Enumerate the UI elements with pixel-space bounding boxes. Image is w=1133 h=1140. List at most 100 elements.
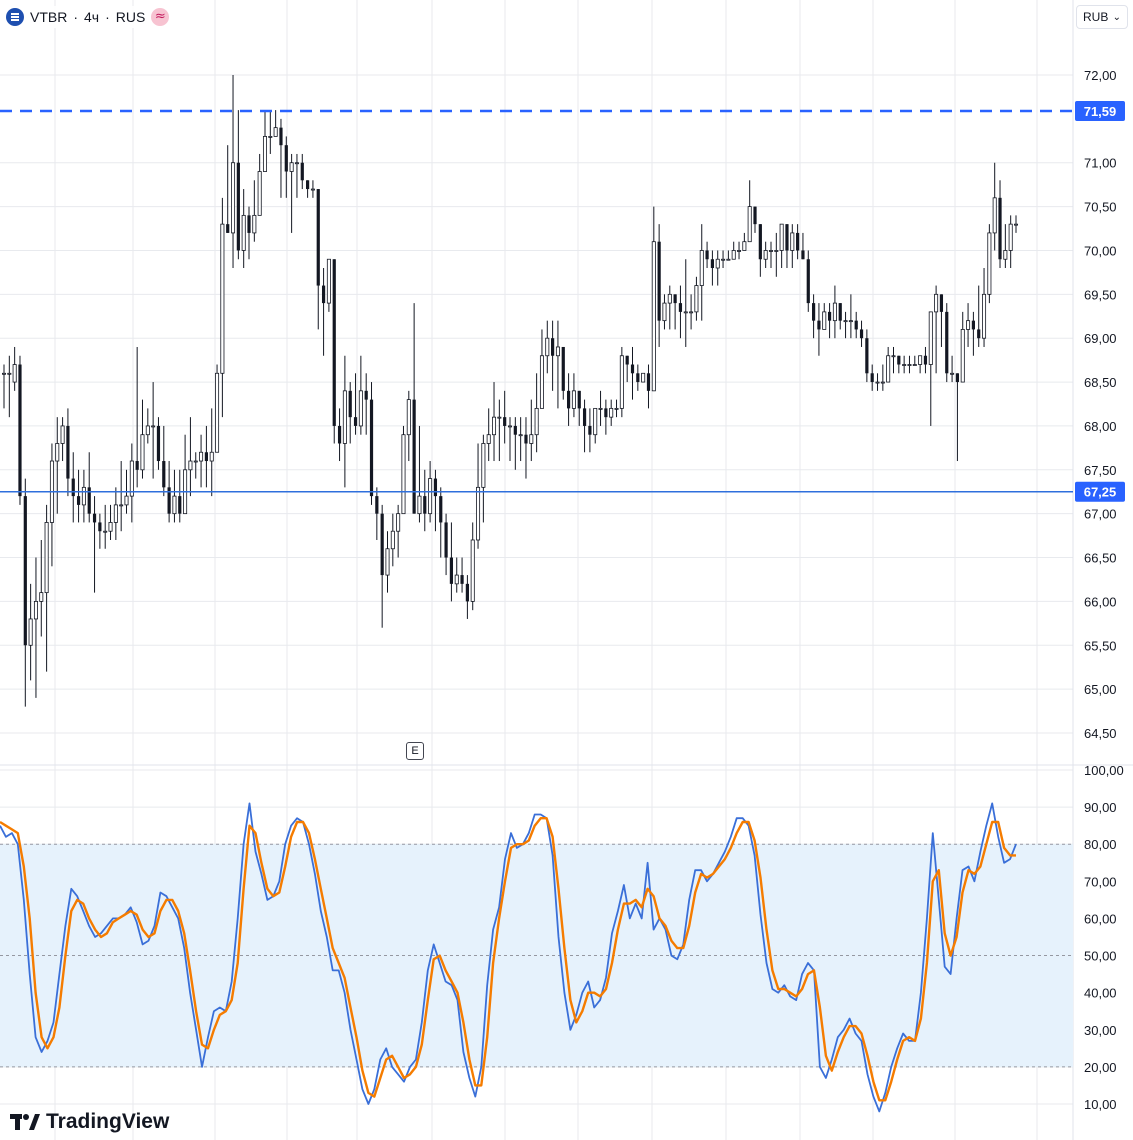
candle: [880, 364, 885, 391]
candle-body-up: [992, 197, 997, 234]
candle: [966, 303, 971, 347]
candle: [774, 232, 779, 277]
candle-body-up: [902, 364, 907, 366]
candle: [859, 320, 864, 347]
candle: [705, 241, 709, 269]
candle: [364, 373, 368, 435]
candle: [492, 382, 497, 462]
candle: [827, 303, 832, 339]
candle-body-up: [848, 320, 853, 323]
candle: [2, 364, 7, 409]
candle: [353, 373, 358, 435]
candle-body-down: [566, 390, 571, 409]
candle: [539, 329, 544, 409]
candle: [865, 329, 869, 383]
candle: [18, 355, 22, 505]
oscillator-d-line: [0, 817, 1016, 1102]
candle-body-down: [582, 408, 587, 426]
candle: [401, 425, 406, 515]
tradingview-logo[interactable]: TradingView: [10, 1108, 169, 1136]
candle: [385, 531, 390, 593]
candle-body-down: [433, 478, 438, 497]
chevron-down-icon: ⌄: [1112, 11, 1121, 23]
candle-body-up: [1014, 223, 1019, 226]
symbol-name[interactable]: VTBR: [30, 9, 68, 25]
candle: [465, 575, 469, 619]
candle-body-down: [625, 355, 629, 365]
candle: [135, 346, 139, 488]
candle: [236, 110, 240, 260]
candle: [763, 241, 768, 269]
candle: [439, 487, 443, 558]
candle-body-up: [310, 188, 315, 191]
candle: [449, 522, 454, 602]
price-axis-tick: 69,50: [1084, 287, 1117, 302]
candle-body-up: [129, 460, 134, 497]
candle-body-down: [178, 496, 182, 514]
candle-body-down: [306, 180, 310, 190]
candle: [545, 320, 550, 374]
candle: [598, 390, 603, 426]
candle: [534, 373, 539, 453]
candle: [848, 294, 853, 339]
interval[interactable]: 4ч: [84, 9, 100, 25]
symbol-header[interactable]: VTBR · 4ч · RUS ≈: [6, 6, 174, 28]
candle: [524, 417, 528, 479]
candle-body-up: [662, 302, 667, 322]
candle: [337, 408, 342, 462]
candle-body-up: [774, 250, 779, 252]
candle-body-down: [167, 487, 171, 514]
earnings-marker[interactable]: E: [406, 742, 424, 760]
candle: [247, 206, 251, 260]
candle: [289, 153, 294, 233]
candle: [902, 355, 907, 374]
candle-body-down: [332, 259, 336, 426]
candle: [768, 241, 773, 269]
candle: [108, 504, 113, 540]
candle-body-up: [934, 293, 939, 313]
candle-body-up: [982, 293, 987, 339]
candle-body-up: [891, 355, 896, 358]
candle-body-up: [950, 372, 955, 375]
data-provider-icon[interactable]: ≈: [151, 8, 170, 26]
candle-body-up: [486, 434, 491, 444]
candle: [742, 232, 747, 251]
candle-body-down: [23, 496, 27, 646]
candle-body-down: [636, 373, 640, 383]
candle-body-up: [28, 618, 33, 646]
candle-body-down: [375, 496, 379, 514]
candle-body-up: [721, 258, 726, 261]
candle-body-up: [476, 486, 481, 541]
candle-body-down: [503, 417, 507, 426]
candle-body-down: [673, 294, 677, 304]
candle-body-up: [886, 355, 891, 383]
candle: [178, 469, 182, 523]
candle-body-up: [342, 390, 347, 444]
candle: [49, 443, 54, 567]
candle: [992, 162, 997, 251]
candle-body-down: [449, 557, 454, 584]
candle-body-up: [651, 241, 656, 392]
candle-body-down: [955, 373, 960, 383]
candle: [358, 355, 363, 435]
candle: [566, 373, 571, 426]
candle: [215, 364, 220, 453]
price-axis-tick: 72,00: [1084, 68, 1117, 83]
candle: [987, 224, 992, 304]
currency-dropdown[interactable]: RUB ⌄: [1076, 5, 1128, 29]
separator: ·: [73, 9, 79, 25]
candle-body-up: [832, 302, 837, 322]
candle-body-up: [571, 390, 576, 409]
candle-body-down: [380, 513, 384, 576]
candle: [262, 110, 267, 172]
candle: [662, 294, 667, 330]
candle-body-up: [193, 460, 198, 463]
candle-body-down: [18, 364, 22, 497]
candle-body-down: [710, 259, 714, 269]
candle: [960, 311, 965, 383]
candle-body-up: [507, 425, 512, 428]
candle: [625, 355, 629, 383]
candle-body-up: [609, 407, 614, 418]
candle-body-down: [76, 496, 81, 505]
